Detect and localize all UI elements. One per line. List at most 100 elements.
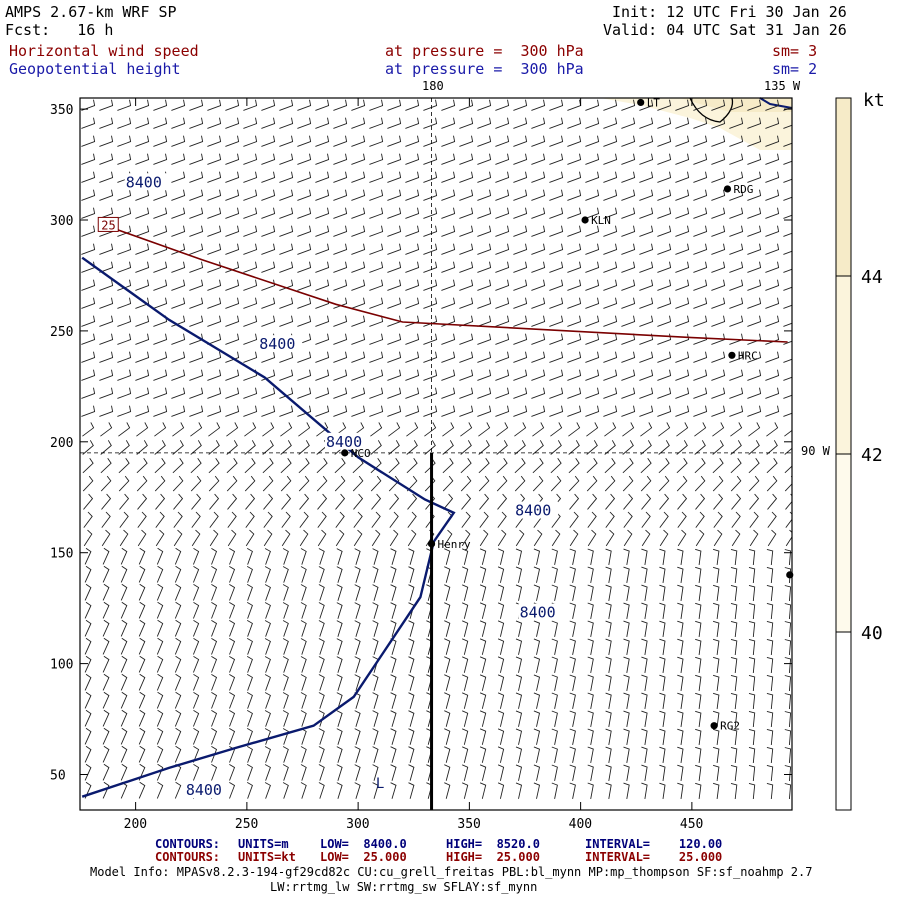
wind-barb [387,405,402,417]
wind-barb [229,728,236,745]
wind-barb [336,638,343,655]
wind-barb [189,261,204,273]
wind-barb [333,405,348,417]
wind-barb [477,351,492,363]
wind-barb [243,153,258,165]
wind-barb [405,351,420,363]
wind-barb [513,135,528,147]
wind-barb [171,243,186,255]
wind-barb [477,135,492,147]
wind-barb [120,601,128,619]
wind-barb [336,692,343,709]
wind-barb [390,710,397,727]
wind-barb [622,475,634,492]
wind-barb [785,511,792,528]
wind-barb [243,351,258,363]
colorbar-segment-40 [836,454,851,632]
wind-barb [532,475,544,492]
wind-barb [531,243,546,255]
wind-barb [747,225,762,237]
wind-barb [479,710,487,727]
wind-barb [424,457,436,474]
wind-barb [118,422,131,437]
wind-barb [369,405,384,417]
wind-barb [533,548,541,565]
wind-barb [227,493,238,510]
wind-barb [603,207,618,219]
wind-barb [84,763,92,781]
wind-barb [497,620,505,637]
wind-barb [423,369,438,381]
wind-barb [317,511,327,528]
y-tick-label: 100 [50,658,73,673]
wind-barb [370,457,382,474]
wind-barb [784,585,792,602]
wind-barb [135,117,150,129]
wind-barb [353,529,363,547]
wind-barb [315,225,330,237]
wind-barb [246,584,253,601]
wind-barb [333,351,348,363]
wind-barb [192,746,200,763]
wind-barb [569,602,576,619]
wind-barb [171,135,186,147]
wind-barb [297,153,312,165]
x-tick-label: 450 [680,817,703,832]
wind-barb [477,279,492,291]
wind-barb [586,422,599,437]
wind-barb [444,728,451,745]
wind-barb [605,602,612,619]
wind-barb [462,548,469,565]
wind-barb [137,493,148,510]
wind-barb [245,529,255,547]
wind-barb [495,279,510,291]
wind-barb [156,673,164,691]
wind-barb [174,619,182,637]
wind-barb [459,351,474,363]
meridian-90w-label: 90 W [801,444,830,458]
wind-barb [156,709,164,727]
wind-barb [479,620,487,637]
wind-barb [297,189,312,201]
wind-barb [387,369,402,381]
height-contour-label: 8400 [520,604,556,622]
wind-barb [263,529,273,547]
wind-barb [423,279,438,291]
wind-barb [190,440,202,455]
wind-barb [603,261,618,273]
wind-barb [84,637,92,655]
wind-barb [102,583,110,601]
wind-barb [675,99,690,111]
wind-barb [675,225,690,237]
wind-barb [171,261,186,273]
wind-barb [315,153,330,165]
wind-barb [459,99,474,111]
wind-barb [372,602,379,619]
wind-barb [117,315,132,327]
wind-barb [209,529,219,547]
wind-barb [81,333,96,345]
wind-barb [603,387,618,399]
wind-barb [569,674,576,691]
wind-barb [531,135,546,147]
wind-barb [406,440,418,455]
wind-barb [406,457,418,474]
wind-barb [84,601,92,619]
wind-barb [189,153,204,165]
wind-barb [279,225,294,237]
wind-barb [712,584,720,601]
wind-barb [117,279,132,291]
wind-barb [657,405,672,417]
wind-barb [299,493,310,510]
wind-barb [100,422,113,437]
wind-barb [102,709,110,727]
wind-barb [135,279,150,291]
wind-barb [695,674,702,691]
wind-barb [748,656,756,674]
wind-barb [100,475,112,492]
wind-barb [711,279,726,291]
wind-barb [677,620,684,637]
wind-barb [461,493,472,510]
wind-barb [693,225,708,237]
wind-barb [549,387,564,399]
